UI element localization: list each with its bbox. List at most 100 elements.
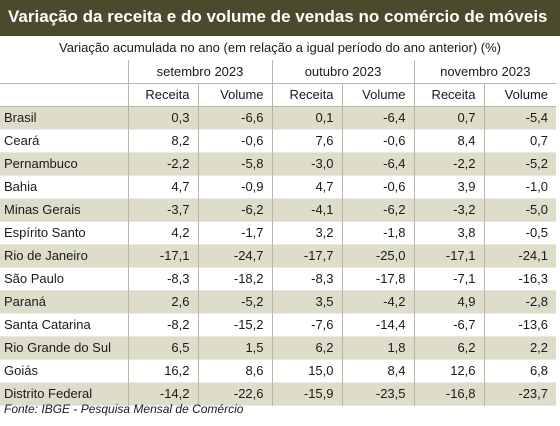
region-cell: Pernambuco [0, 152, 128, 175]
region-cell: São Paulo [4, 271, 64, 286]
value-cell: -6,6 [197, 106, 273, 129]
table-row: Minas Gerais -3,7 -6,2 -4,1 -6,2 -3,2 -5,0 [0, 198, 557, 221]
value-cell: -14,2 [127, 382, 198, 405]
value-cell: -15,2 [197, 313, 273, 336]
value-cell: -23,7 [483, 382, 557, 405]
table-body: Brasil 0,3 -6,6 0,1 -6,4 0,7 -5,4 Ceará 8,2 -0,6 7… [0, 106, 557, 405]
value-cell: -13,6 [483, 313, 557, 336]
metric-header: Volume [483, 83, 557, 107]
data-table: setembro 2023 outubro 2023 novembro 2023… [0, 60, 557, 406]
table-row: Santa Catarina -8,2 -15,2 -7,6 -14,4 -6,7 -13,… [0, 313, 557, 336]
value-cell: -1,0 [483, 175, 557, 198]
metric-header: Receita [413, 83, 485, 107]
value-cell: -16,3 [483, 267, 557, 290]
value-cell: -5,2 [483, 152, 557, 175]
value-cell: -18,2 [197, 267, 273, 290]
value-cell: -1,7 [197, 221, 273, 244]
value-cell: 4,7 [127, 175, 198, 198]
region-cell: Paraná [0, 290, 128, 313]
value-cell: -17,1 [127, 244, 198, 267]
value-cell: 4,9 [413, 290, 485, 313]
value-cell: 16,2 [127, 359, 198, 382]
corner-cell [0, 83, 128, 107]
value-cell: -7,6 [271, 313, 343, 336]
value-cell: -8,3 [127, 267, 198, 290]
value-cell: 1,8 [341, 336, 415, 359]
value-cell: -14,4 [341, 313, 415, 336]
value-cell: -8,2 [127, 313, 198, 336]
metric-header-row: Receita Volume Receita Volume Receita Vo… [0, 83, 557, 107]
value-cell: -5,4 [483, 106, 557, 129]
value-cell: -5,2 [197, 290, 273, 313]
corner-cell [0, 60, 128, 84]
value-cell: -25,0 [341, 244, 415, 267]
table-row: Espírito Santo 4,2 -1,7 3,2 -1,8 3,8 -0,5 [0, 221, 557, 244]
table-row: Ceará 8,2 -0,6 7,6 -0,6 8,4 0,7 [0, 129, 557, 152]
source-note: Fonte: IBGE - Pesquisa Mensal de Comérci… [4, 402, 244, 416]
value-cell: 0,7 [413, 106, 485, 129]
value-cell: -6,7 [413, 313, 485, 336]
metric-header: Receita [271, 83, 343, 107]
value-cell: -0,6 [341, 175, 415, 198]
value-cell: -17,7 [271, 244, 343, 267]
table-row: Bahia 4,7 -0,9 4,7 -0,6 3,9 -1,0 [0, 175, 557, 198]
period-header: setembro 2023 [127, 60, 273, 84]
value-cell: 3,5 [271, 290, 343, 313]
value-cell: -6,2 [197, 198, 273, 221]
value-cell: -0,6 [197, 129, 273, 152]
value-cell: 8,4 [341, 359, 415, 382]
value-cell: 3,8 [413, 221, 485, 244]
value-cell: 8,2 [127, 129, 198, 152]
value-cell: 6,8 [483, 359, 557, 382]
page-title: Variação da receita e do volume de venda… [0, 0, 560, 36]
value-cell: -17,8 [341, 267, 415, 290]
table-row: Rio de Janeiro -17,1 -24,7 -17,7 -25,0 -17,1-… [0, 244, 557, 267]
table-row: Distrito Federal -14,2 -22,6 -15,9 -23,5 -16,… [0, 382, 557, 405]
value-cell: 2,6 [127, 290, 198, 313]
region-cell: Rio Grande do Sul [0, 336, 128, 359]
value-cell: -23,5 [341, 382, 415, 405]
value-cell: -4,2 [341, 290, 415, 313]
region-cell: Espírito Santo [4, 225, 86, 240]
value-cell: 8,4 [413, 129, 485, 152]
value-cell: -24,7 [197, 244, 273, 267]
value-cell: -5,0 [483, 198, 557, 221]
value-cell: 6,5 [127, 336, 198, 359]
value-cell: -0,5 [483, 221, 557, 244]
value-cell: 6,2 [413, 336, 485, 359]
value-cell: -3,2 [413, 198, 485, 221]
period-header: novembro 2023 [413, 60, 557, 84]
region-cell: Santa Catarina [4, 317, 91, 332]
region-cell: Minas Gerais [0, 198, 128, 221]
value-cell: 4,7 [271, 175, 343, 198]
value-cell: 1,5 [197, 336, 273, 359]
value-cell: -2,8 [483, 290, 557, 313]
value-cell: 3,2 [271, 221, 343, 244]
value-cell: -7,1 [413, 267, 485, 290]
period-header-row: setembro 2023 outubro 2023 novembro 2023 [0, 60, 557, 84]
value-cell: -1,8 [341, 221, 415, 244]
table-subtitle: Variação acumulada no ano (em relação a … [58, 40, 502, 55]
region-cell: Bahia [4, 179, 38, 194]
region-cell: Brasil [0, 106, 128, 129]
region-cell: Goiás [4, 363, 38, 378]
value-cell: -6,4 [341, 106, 415, 129]
value-cell: 12,6 [413, 359, 485, 382]
value-cell: -2,2 [127, 152, 198, 175]
value-cell: 7,6 [271, 129, 343, 152]
value-cell: 4,2 [127, 221, 198, 244]
value-cell: -22,6 [197, 382, 273, 405]
value-cell: 0,3 [127, 106, 198, 129]
value-cell: -8,3 [271, 267, 343, 290]
period-header: outubro 2023 [271, 60, 415, 84]
region-cell: Rio de Janeiro [0, 244, 128, 267]
value-cell: 0,7 [483, 129, 557, 152]
metric-header: Volume [341, 83, 415, 107]
value-cell: 8,6 [197, 359, 273, 382]
table-row: Pernambuco -2,2 -5,8 -3,0 -6,4 -2,2 -5,2 [0, 152, 557, 175]
table-row: São Paulo -8,3 -18,2 -8,3 -17,8 -7,1 -16,3 [0, 267, 557, 290]
value-cell: -6,4 [341, 152, 415, 175]
value-cell: -3,7 [127, 198, 198, 221]
value-cell: -0,9 [197, 175, 273, 198]
